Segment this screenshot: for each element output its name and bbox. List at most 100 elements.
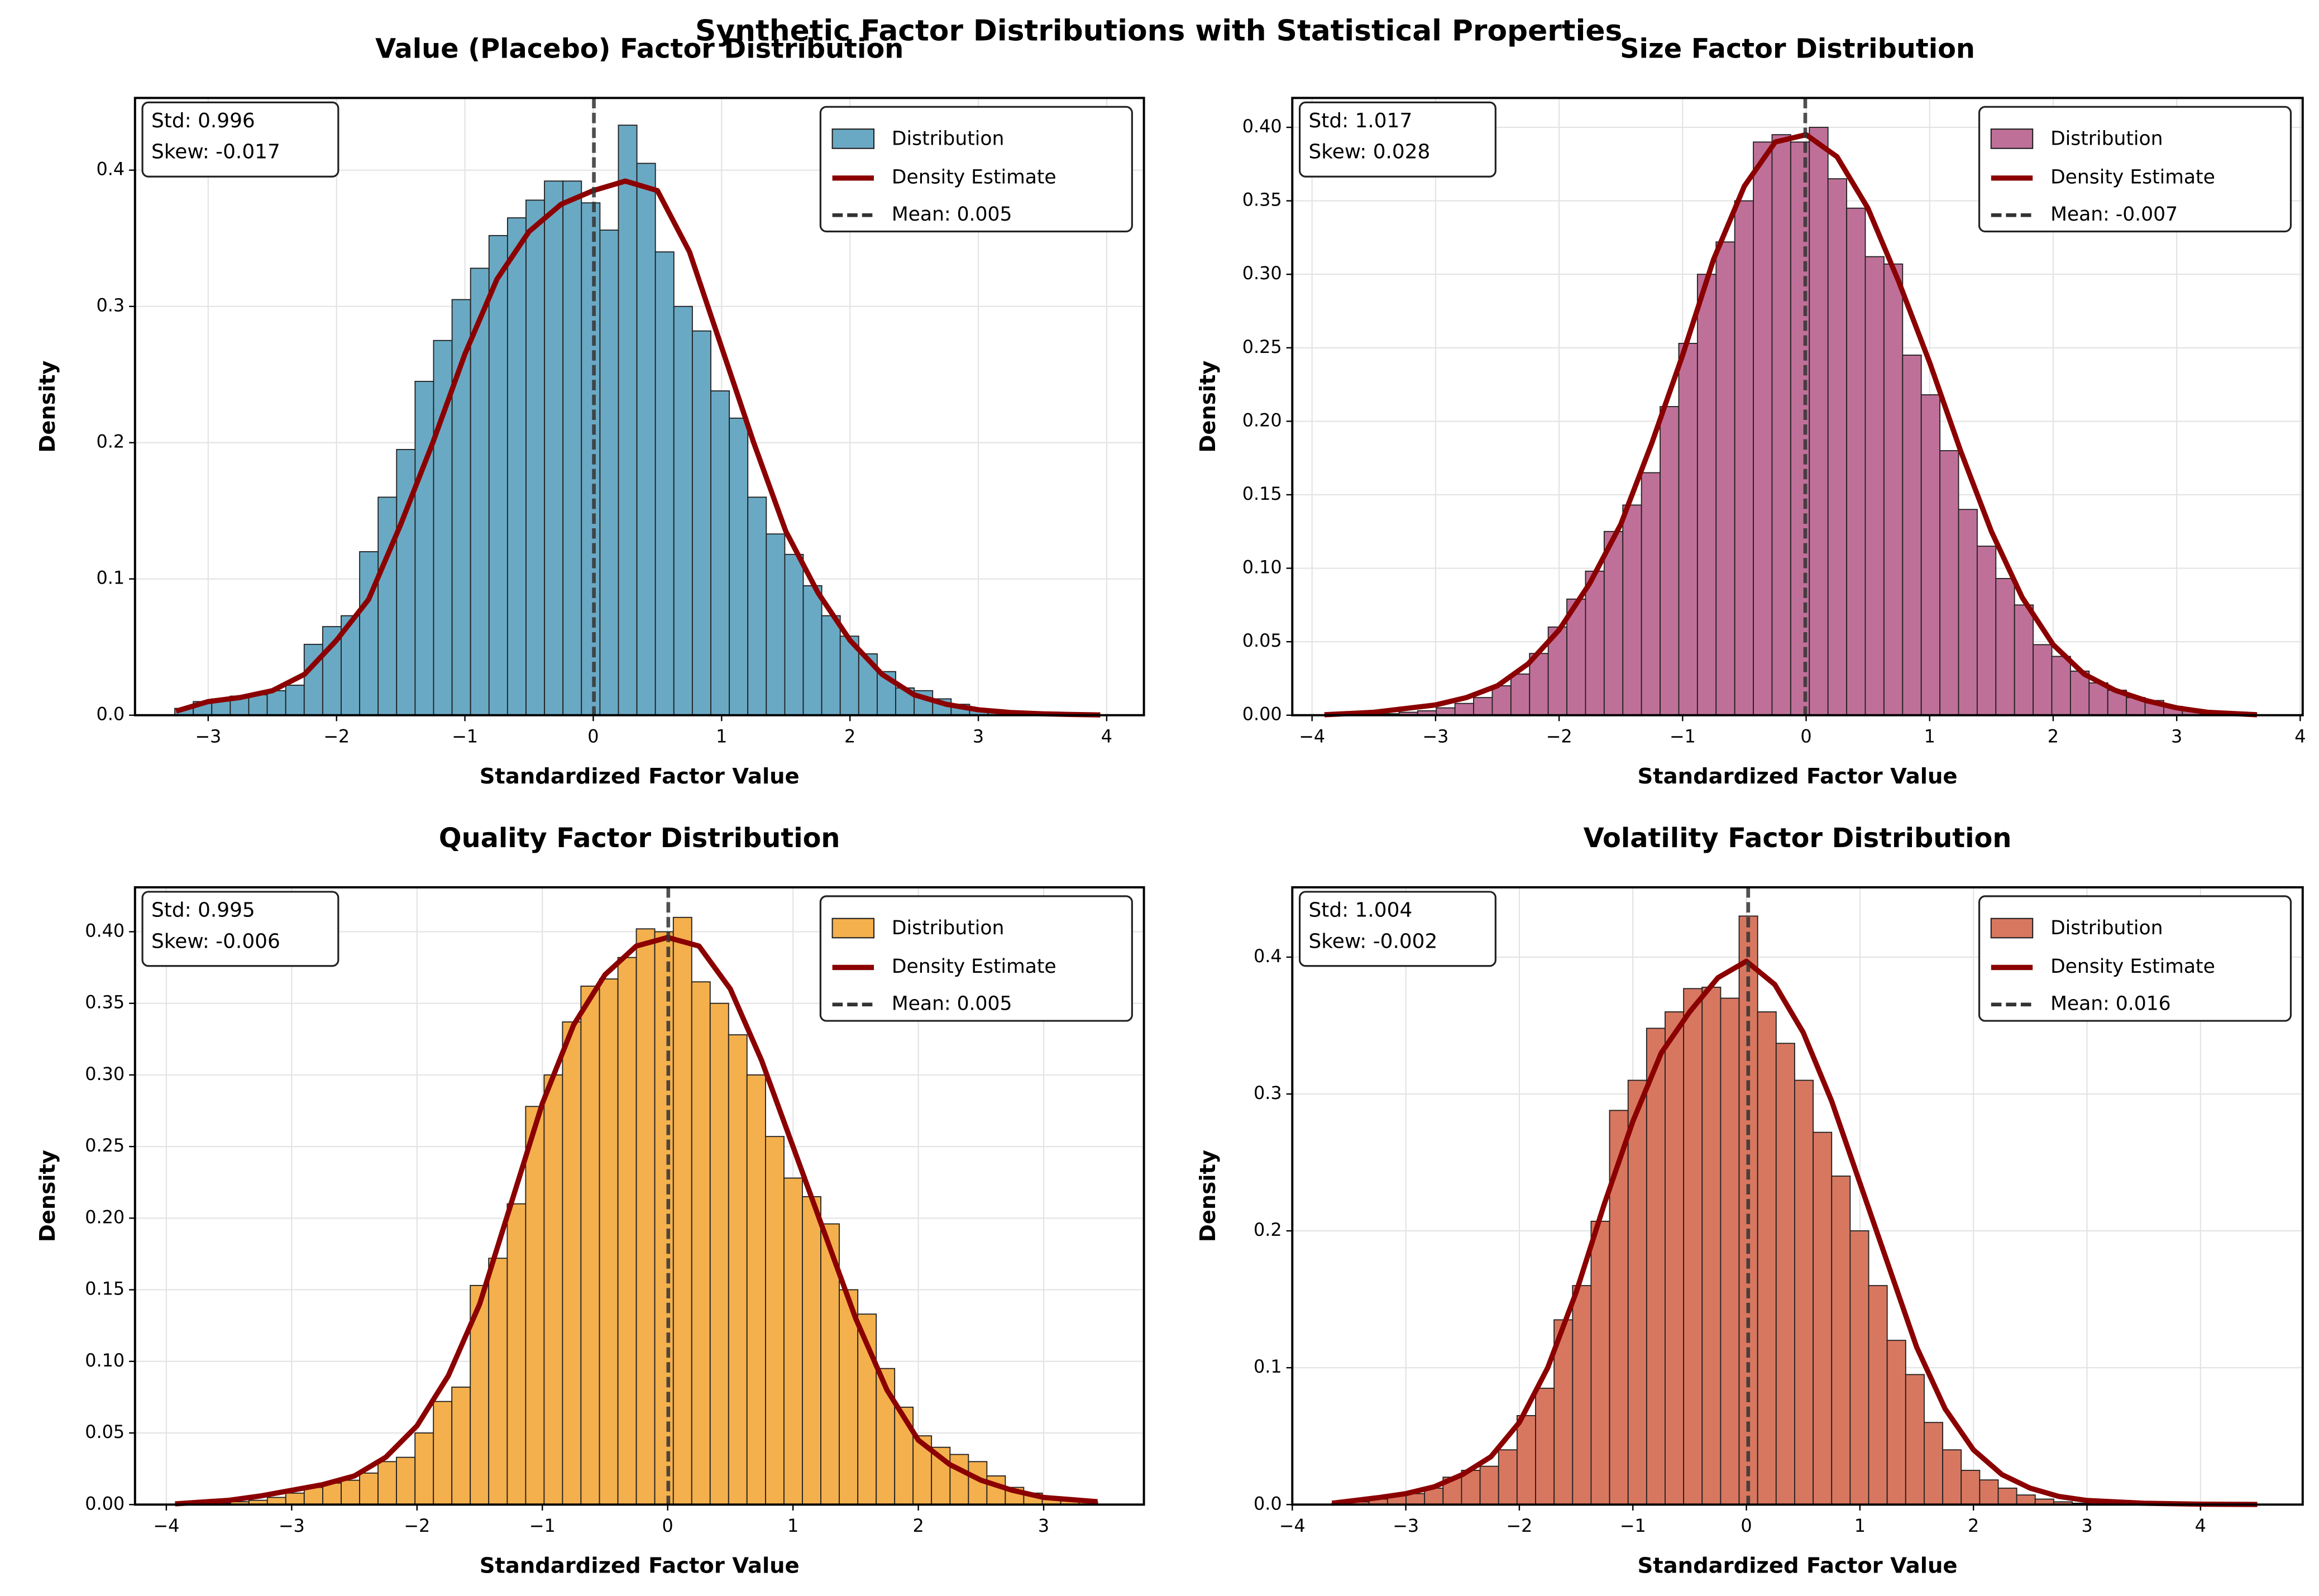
histogram-bar [1771, 134, 1791, 716]
figure-title: Synthetic Factor Distributions with Stat… [695, 14, 1622, 47]
histogram-bar [1886, 1340, 1906, 1506]
histogram-bar [1683, 988, 1703, 1506]
histogram-bar [2014, 604, 2034, 716]
histogram-bar [1572, 1285, 1592, 1506]
histogram-bar [414, 1432, 434, 1506]
x-tick-label: −4 [1279, 1515, 1306, 1536]
histogram-bar [654, 931, 674, 1506]
histogram-bar [672, 916, 692, 1506]
histogram-bar [1864, 256, 1885, 716]
stats-box [1298, 891, 1496, 967]
subplot-title: Volatility Factor Distribution [1584, 823, 2012, 854]
legend-swatch [831, 128, 875, 149]
x-tick-label: 2 [912, 1515, 924, 1536]
histogram-bar [691, 981, 711, 1506]
histogram-bar [1831, 1176, 1851, 1506]
x-tick-label: 0 [662, 1515, 673, 1536]
subplot: −4 −3 −2 −1 0 1 2 3 0.00 0.05 0.10 0.15 0.20 0.25 0.30… [35, 823, 1145, 1578]
x-tick-label: −3 [195, 726, 221, 747]
histogram-bar [322, 1482, 342, 1506]
x-axis-label: Standardized Factor Value [480, 1553, 800, 1578]
histogram-bar [285, 1492, 305, 1506]
histogram-bar [821, 615, 841, 716]
x-tick-label: 0 [1741, 1515, 1752, 1536]
histogram-bar [580, 985, 600, 1506]
x-tick-label: −3 [1393, 1515, 1419, 1536]
histogram-bar [1696, 274, 1717, 716]
histogram-bar [525, 199, 546, 716]
legend-swatch [1990, 918, 2034, 939]
histogram-bar [433, 1401, 453, 1506]
histogram-bar [1603, 531, 1624, 716]
y-tick-label: 0.00 [85, 1493, 125, 1514]
axes-frame [1291, 97, 2304, 716]
x-tick-label: −2 [1506, 1515, 1532, 1536]
histogram-bar [599, 978, 619, 1506]
histogram-bar [1590, 1221, 1610, 1506]
x-axis-label: Standardized Factor Value [480, 764, 800, 789]
stats-text: Std: 0.995 [151, 899, 255, 921]
histogram-bar [747, 496, 767, 716]
histogram-bar [1813, 1131, 1833, 1506]
histogram-bar [525, 1106, 545, 1506]
legend-swatch [1990, 128, 2034, 149]
histogram-bar [1498, 1449, 1518, 1506]
histogram-bar [506, 1203, 527, 1506]
histogram-bar [1794, 1079, 1814, 1506]
histogram-bar [470, 267, 490, 716]
stats-text: Skew: -0.017 [151, 141, 280, 164]
x-tick-label: 1 [787, 1515, 798, 1536]
y-tick-label: 0.1 [96, 567, 125, 589]
y-tick-label: 0.40 [1242, 116, 1282, 137]
histogram-bar [1535, 1388, 1555, 1506]
legend-label: Distribution [892, 917, 1004, 939]
histogram-bar [949, 1454, 969, 1506]
y-tick-label: 0.1 [1254, 1356, 1282, 1377]
histogram-bar [784, 553, 804, 716]
x-tick-label: −2 [1546, 726, 1572, 747]
histogram-bar [673, 305, 693, 716]
stats-box [141, 101, 340, 178]
histogram-bar [1939, 450, 1959, 716]
histogram-bar [709, 1002, 729, 1506]
stats-box [141, 891, 340, 967]
histogram-bar [1905, 1374, 1925, 1506]
histogram-bar [1516, 1415, 1536, 1506]
histogram-bar [1665, 1011, 1685, 1506]
stats-text: Skew: -0.002 [1309, 930, 1438, 953]
density-line [175, 935, 1098, 1507]
subplot-title: Value (Placebo) Factor Distribution [375, 34, 903, 64]
y-tick-label: 0.15 [1242, 483, 1282, 504]
histogram-bar [1883, 263, 1904, 716]
histogram-bar [858, 653, 878, 716]
histogram-bar [359, 1472, 379, 1506]
subplot: −4 −3 −2 −1 0 1 2 3 4 0.00 0.05 0.10 0.15 0.20 0.25 0.3… [1196, 34, 2306, 789]
histogram-bar [617, 957, 637, 1506]
histogram-bar [1510, 673, 1531, 716]
histogram-bar [654, 251, 675, 716]
histogram-bar [1868, 1285, 1888, 1506]
legend-box [819, 106, 1133, 233]
histogram-bar [1720, 997, 1740, 1506]
x-axis-label: Standardized Factor Value [1638, 1553, 1958, 1578]
x-tick-label: −1 [1620, 1515, 1646, 1536]
histogram-bar [377, 1461, 397, 1506]
x-tick-label: 4 [2294, 726, 2306, 747]
y-axis-label: Density [1196, 1150, 1221, 1242]
legend-label: Distribution [892, 127, 1004, 150]
histogram-bar [1622, 504, 1642, 716]
y-tick-label: 0.0 [1254, 1493, 1282, 1514]
histogram-bar [1961, 1470, 1981, 1506]
x-tick-label: 4 [1101, 726, 1112, 747]
histogram-bar [1997, 1487, 2017, 1506]
y-tick-label: 0.2 [96, 431, 125, 452]
histogram-bar [765, 1136, 785, 1506]
legend-box [1978, 895, 2292, 1022]
legend-box [819, 895, 1133, 1022]
y-tick-label: 0.15 [85, 1278, 125, 1299]
y-tick-label: 0.4 [1254, 945, 1282, 967]
histogram-bar [285, 685, 305, 716]
